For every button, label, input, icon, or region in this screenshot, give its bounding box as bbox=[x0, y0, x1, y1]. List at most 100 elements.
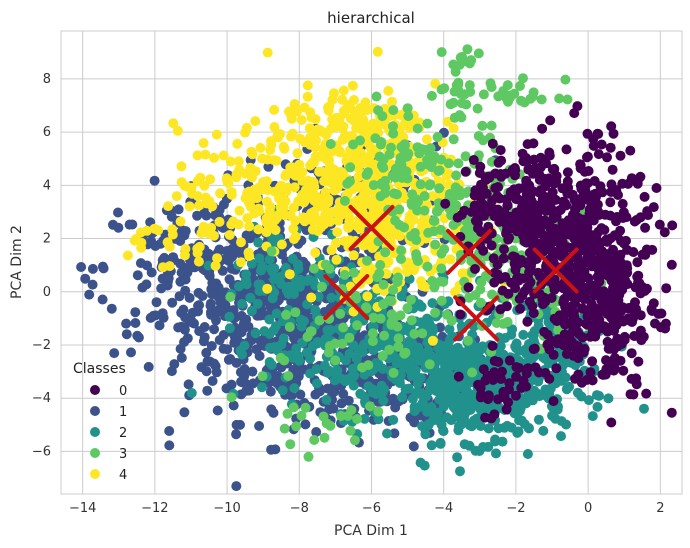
data-point bbox=[638, 331, 649, 342]
data-point bbox=[498, 318, 509, 329]
centroid-marker bbox=[532, 247, 579, 294]
data-point bbox=[215, 188, 226, 199]
data-point bbox=[289, 182, 300, 193]
data-point bbox=[303, 451, 314, 462]
data-point bbox=[401, 266, 412, 277]
data-point bbox=[430, 78, 441, 89]
data-point bbox=[419, 460, 430, 471]
data-point bbox=[607, 164, 618, 175]
data-point bbox=[498, 253, 509, 264]
data-point bbox=[166, 366, 177, 377]
data-point bbox=[248, 378, 259, 389]
data-point bbox=[143, 361, 154, 372]
data-point bbox=[378, 395, 389, 406]
data-point bbox=[261, 176, 272, 187]
x-tick-label: −8 bbox=[290, 501, 309, 516]
data-point bbox=[179, 407, 190, 418]
data-point bbox=[528, 138, 539, 149]
data-point bbox=[607, 294, 618, 305]
data-point bbox=[332, 227, 343, 238]
legend-label-1: 1 bbox=[119, 405, 127, 420]
data-point bbox=[271, 212, 282, 223]
data-point bbox=[409, 417, 420, 428]
data-point bbox=[606, 417, 617, 428]
data-point bbox=[284, 322, 295, 332]
data-point bbox=[205, 174, 216, 185]
data-point bbox=[388, 367, 399, 378]
data-point bbox=[319, 360, 330, 371]
data-point bbox=[262, 154, 273, 165]
data-point bbox=[242, 213, 253, 224]
data-point bbox=[587, 411, 598, 422]
data-point bbox=[246, 305, 257, 316]
data-point bbox=[445, 254, 456, 265]
data-point bbox=[211, 129, 222, 140]
data-point bbox=[172, 125, 183, 136]
data-point bbox=[328, 403, 339, 414]
data-point bbox=[540, 309, 551, 320]
data-point bbox=[478, 89, 489, 100]
data-point bbox=[203, 260, 214, 271]
data-point bbox=[310, 114, 321, 125]
data-point bbox=[521, 220, 532, 231]
data-point bbox=[210, 260, 221, 271]
plot-frame bbox=[60, 30, 683, 495]
data-point bbox=[640, 249, 651, 260]
data-point bbox=[448, 123, 459, 134]
data-point bbox=[266, 444, 277, 455]
data-point bbox=[209, 358, 220, 369]
data-point bbox=[413, 342, 424, 353]
data-point bbox=[174, 291, 185, 302]
data-point bbox=[214, 244, 225, 255]
data-point bbox=[388, 128, 399, 139]
data-point bbox=[391, 353, 401, 364]
data-point bbox=[271, 155, 282, 166]
data-point bbox=[135, 258, 146, 269]
data-point bbox=[497, 285, 508, 296]
data-point bbox=[523, 164, 534, 175]
data-point bbox=[569, 311, 580, 322]
data-point bbox=[156, 283, 167, 294]
data-point bbox=[206, 309, 217, 320]
data-point bbox=[324, 341, 335, 352]
data-point bbox=[331, 183, 342, 194]
data-point bbox=[345, 162, 356, 173]
data-point bbox=[593, 149, 604, 160]
data-point bbox=[257, 382, 267, 393]
data-point bbox=[506, 422, 517, 433]
data-point bbox=[588, 134, 599, 144]
data-point bbox=[327, 114, 338, 125]
data-point bbox=[403, 148, 414, 159]
data-point bbox=[417, 328, 428, 339]
data-point bbox=[394, 204, 405, 215]
data-point bbox=[483, 423, 494, 434]
data-point bbox=[436, 263, 447, 274]
data-point bbox=[402, 103, 413, 114]
data-point bbox=[292, 106, 302, 117]
data-point bbox=[433, 407, 444, 418]
y-tick-label: −6 bbox=[32, 444, 51, 459]
data-point bbox=[289, 383, 300, 394]
data-point bbox=[548, 349, 559, 360]
data-point bbox=[511, 338, 522, 349]
data-point bbox=[196, 362, 207, 373]
data-point bbox=[427, 298, 438, 309]
data-point bbox=[582, 311, 593, 322]
data-point bbox=[481, 188, 492, 199]
data-point bbox=[201, 347, 212, 358]
data-point bbox=[615, 225, 626, 236]
data-point bbox=[194, 241, 205, 252]
data-point bbox=[436, 84, 447, 95]
data-point bbox=[410, 367, 420, 378]
data-point bbox=[348, 250, 359, 261]
data-point bbox=[432, 132, 443, 142]
data-point bbox=[361, 303, 372, 314]
data-point bbox=[278, 333, 289, 344]
data-point bbox=[254, 253, 265, 264]
data-point bbox=[344, 332, 355, 343]
data-point bbox=[525, 93, 536, 104]
data-point bbox=[317, 281, 327, 292]
data-point bbox=[224, 311, 235, 322]
data-point bbox=[224, 230, 235, 240]
data-point bbox=[309, 435, 320, 445]
